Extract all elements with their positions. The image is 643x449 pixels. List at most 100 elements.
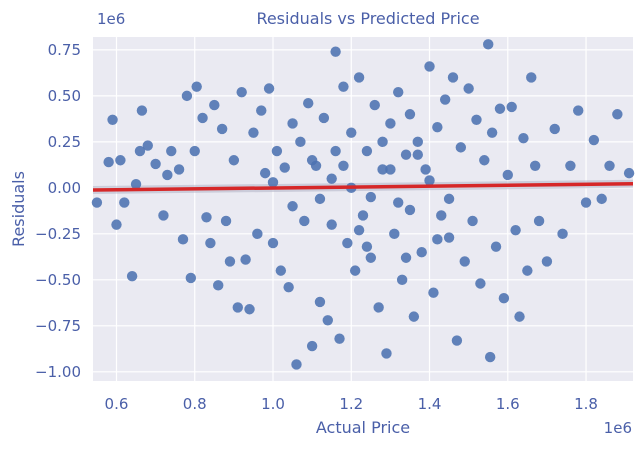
- data-point: [330, 145, 341, 157]
- data-point: [205, 237, 216, 249]
- y-tick-label: 0.75: [48, 41, 81, 59]
- data-point: [502, 169, 513, 181]
- data-point: [271, 145, 283, 157]
- data-point: [439, 94, 451, 105]
- data-point: [314, 296, 326, 308]
- data-point: [393, 197, 404, 208]
- data-point: [451, 335, 463, 346]
- data-point: [573, 105, 584, 116]
- data-point: [201, 212, 212, 223]
- data-point: [526, 72, 537, 83]
- data-point: [580, 197, 592, 208]
- y-tick-label: −0.25: [35, 225, 81, 243]
- data-point: [275, 265, 287, 276]
- y-tick-labels: 0.75 0.50 0.25 0.00 −0.25 −0.50 −0.75 −1.00: [35, 41, 81, 381]
- data-point: [459, 256, 470, 267]
- y-offset-label: 1e6: [97, 10, 125, 28]
- data-point: [244, 304, 255, 315]
- data-point: [150, 158, 161, 170]
- data-point: [467, 215, 478, 227]
- data-point: [416, 247, 427, 258]
- data-point: [119, 197, 130, 208]
- data-point: [314, 193, 326, 205]
- y-tick-label: 0.50: [48, 87, 81, 105]
- data-point: [596, 193, 607, 205]
- data-point: [518, 132, 529, 144]
- data-point: [330, 46, 341, 57]
- data-point: [428, 287, 439, 298]
- data-point: [361, 145, 373, 157]
- y-tick-label: 0.25: [48, 133, 81, 151]
- data-point: [346, 127, 357, 138]
- data-point: [365, 252, 377, 263]
- data-point: [107, 114, 118, 125]
- data-point: [240, 254, 251, 265]
- data-point: [436, 210, 447, 221]
- data-point: [483, 39, 494, 50]
- data-point: [557, 228, 568, 240]
- y-tick-label: −1.00: [35, 363, 81, 381]
- points-layer: [91, 39, 635, 370]
- data-point: [166, 145, 177, 157]
- data-point: [220, 215, 232, 227]
- data-point: [326, 173, 337, 184]
- data-point: [349, 265, 361, 276]
- data-point: [447, 72, 459, 83]
- data-point: [404, 204, 416, 216]
- data-point: [420, 164, 431, 175]
- data-point: [424, 175, 435, 186]
- data-point: [479, 155, 490, 166]
- data-point: [287, 118, 298, 129]
- grid-x: [115, 37, 587, 381]
- data-point: [400, 252, 412, 263]
- data-point: [475, 278, 486, 289]
- data-point: [299, 215, 310, 227]
- data-point: [334, 333, 345, 344]
- data-point: [396, 274, 408, 286]
- chart-title: Residuals vs Predicted Price: [256, 9, 479, 28]
- data-point: [130, 178, 142, 190]
- data-point: [408, 311, 420, 322]
- data-point: [191, 81, 202, 92]
- data-point: [443, 193, 455, 205]
- data-point: [306, 340, 318, 352]
- data-point: [111, 219, 122, 230]
- data-point: [510, 224, 521, 236]
- data-point: [283, 281, 294, 293]
- data-point: [126, 270, 138, 282]
- data-point: [173, 164, 185, 175]
- data-point: [287, 201, 298, 212]
- data-point: [412, 149, 423, 160]
- y-tick-label: 0.00: [48, 179, 81, 197]
- data-point: [443, 232, 455, 243]
- data-point: [432, 234, 443, 245]
- data-point: [318, 112, 330, 124]
- data-point: [549, 123, 560, 135]
- data-point: [353, 224, 365, 236]
- data-point: [494, 103, 506, 114]
- data-point: [185, 272, 197, 284]
- data-point: [369, 99, 380, 111]
- data-point: [365, 191, 377, 203]
- data-point: [623, 167, 635, 179]
- x-tick-label: 1.6: [496, 395, 520, 413]
- y-tick-label: −0.75: [35, 317, 81, 335]
- data-point: [248, 127, 259, 138]
- data-point: [381, 348, 392, 359]
- data-point: [490, 241, 502, 252]
- regression-line-layer: [92, 182, 634, 192]
- data-point: [541, 256, 553, 267]
- x-tick-label: 1.4: [418, 395, 442, 413]
- data-point: [377, 136, 388, 148]
- data-point: [393, 86, 404, 98]
- data-point: [400, 149, 412, 160]
- data-point: [236, 86, 247, 98]
- data-point: [303, 98, 314, 109]
- x-tick-label: 1.8: [574, 395, 598, 413]
- data-point: [604, 160, 615, 171]
- data-point: [322, 315, 333, 326]
- data-point: [213, 280, 224, 291]
- data-point: [134, 145, 146, 157]
- data-point: [588, 134, 600, 146]
